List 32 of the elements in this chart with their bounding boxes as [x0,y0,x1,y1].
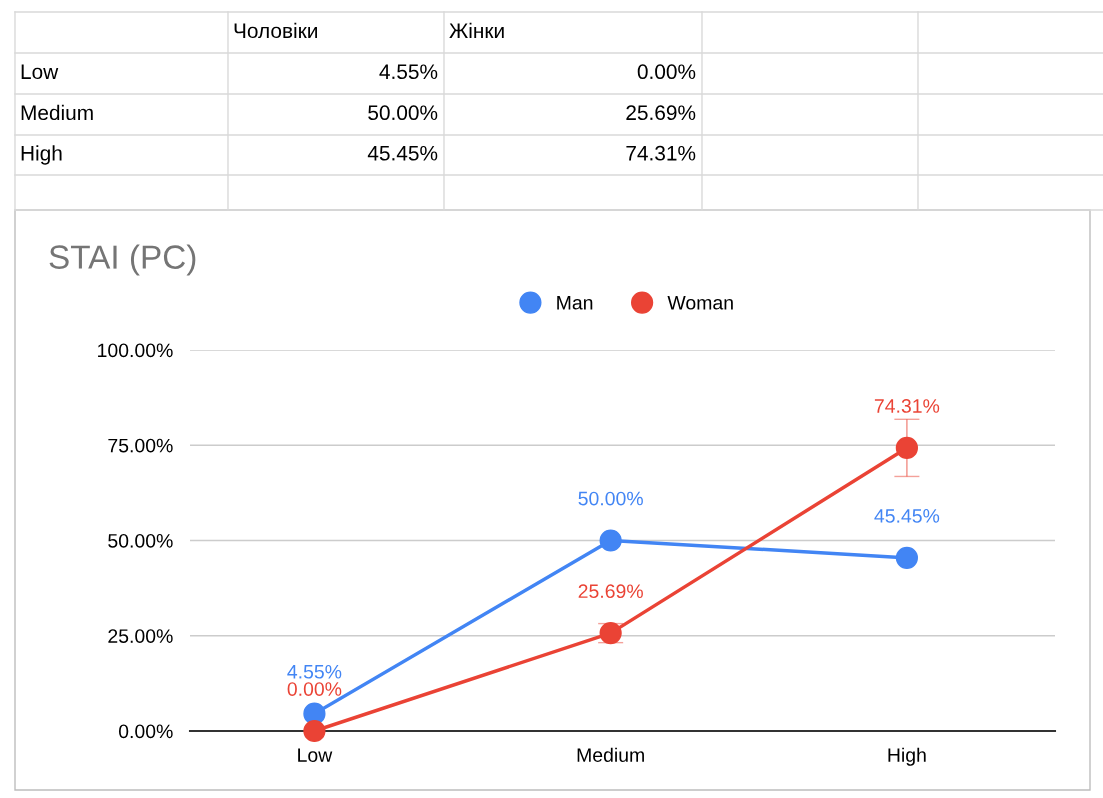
point [599,529,622,552]
text: Low [21,64,59,80]
text: 74.31% [626,145,696,161]
x-tick-label: High [888,747,926,766]
data-label: 45.45% [874,509,940,523]
text: Чоловіки [234,22,317,39]
text: Жінки [449,22,504,38]
y-tick-label: 0.00% [118,724,173,739]
text: 45.45% [367,145,438,161]
y-tick-label: 75.00% [108,438,173,453]
y-tick-label: 100.00% [98,343,173,358]
x-tick-label: Low [298,748,333,762]
data-label: 25.69% [578,584,643,599]
text: 50.00% [368,105,438,121]
data-label: 4.55% [287,664,342,679]
chart-title: STAI (PC) [49,244,196,276]
point [895,436,918,459]
point [895,546,918,569]
text: High [21,145,62,165]
y-tick-label: 25.00% [108,629,173,643]
legend-label: Man [557,296,593,310]
text: 4.55% [379,64,438,80]
x-tick-label: Medium [577,747,644,762]
data-label: 50.00% [578,491,643,506]
y-tick-label: 50.00% [108,533,173,548]
legend-label: Woman [667,296,733,310]
data-label: 74.31% [874,399,940,413]
text: Medium [21,104,93,121]
data-label: 0.00% [287,682,342,696]
text: 0.00% [637,64,696,80]
text: 25.69% [626,105,696,121]
point [303,719,326,743]
